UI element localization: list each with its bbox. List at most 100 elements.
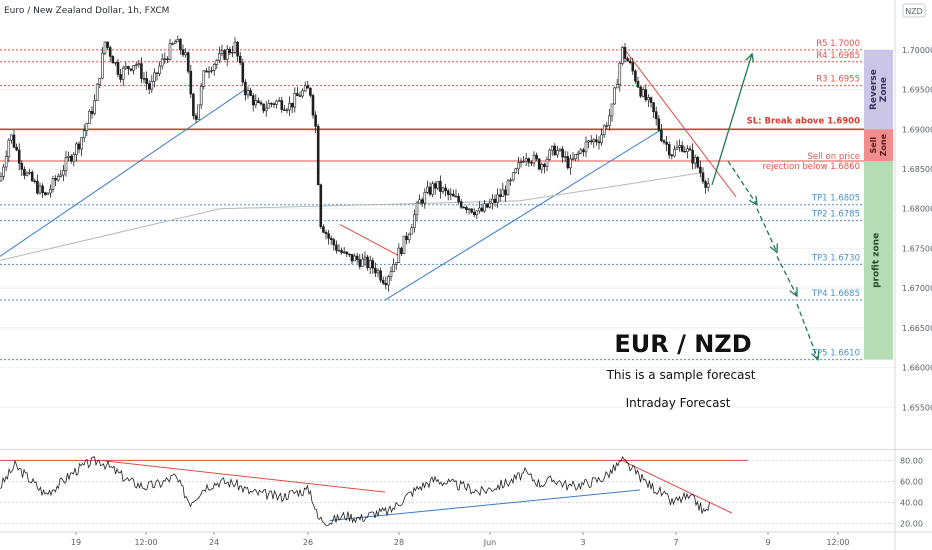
candle: [592, 139, 596, 143]
osc-trend-line: [621, 459, 733, 514]
candle: [80, 137, 83, 150]
candle: [225, 48, 229, 60]
candle: [496, 194, 499, 203]
candle: [267, 103, 271, 109]
candle: [309, 87, 312, 96]
candle: [43, 192, 47, 195]
candle: [166, 58, 169, 60]
candle: [574, 154, 577, 160]
reverse-zone-label: Zone: [879, 77, 889, 102]
candle: [194, 115, 198, 120]
level-r5-label: R5 1.7000: [816, 39, 860, 49]
candle: [72, 154, 76, 162]
candle: [439, 181, 442, 192]
candle: [129, 68, 133, 71]
candle: [410, 227, 414, 235]
osc-y-tick-label: 80.00: [900, 456, 923, 465]
candle: [498, 194, 502, 197]
forecast-arrowhead: [748, 195, 758, 206]
candle: [470, 208, 473, 213]
candle: [332, 239, 336, 246]
level-tp5-label: TP5 1.6610: [811, 349, 860, 359]
candle: [82, 130, 86, 139]
candle: [145, 78, 148, 85]
candle: [519, 161, 523, 164]
x-tick-label: 9: [765, 538, 770, 547]
sell-zone-label: Sell: [869, 137, 878, 154]
candle: [101, 52, 104, 79]
candle: [171, 43, 174, 45]
candle: [418, 199, 421, 204]
candle: [147, 83, 151, 90]
sell-zone-label: Zone: [879, 133, 888, 156]
candle: [680, 145, 684, 152]
candle: [701, 172, 705, 182]
osc-trend-line: [99, 459, 386, 493]
candle: [488, 202, 492, 208]
candle: [600, 134, 603, 144]
profit-zone: [864, 161, 893, 360]
candle: [184, 52, 187, 56]
candle: [686, 148, 689, 152]
candle: [293, 93, 297, 108]
candle: [366, 256, 369, 269]
candle: [504, 189, 507, 196]
candle: [179, 39, 182, 51]
candle: [137, 63, 141, 66]
candle: [628, 60, 632, 64]
y-tick-label: 1.68500: [902, 165, 932, 174]
candle: [426, 186, 429, 193]
candle: [657, 118, 661, 131]
candle: [168, 43, 172, 60]
headline: EUR / NZD: [614, 330, 751, 358]
candle: [467, 208, 471, 211]
candle: [275, 100, 278, 105]
candle: [641, 89, 645, 97]
candle: [319, 184, 323, 228]
subline-intraday: Intraday Forecast: [626, 396, 731, 410]
candle: [257, 100, 260, 103]
candle: [691, 149, 694, 164]
candle: [314, 114, 317, 127]
level-r3-label: R3 1.6955: [816, 75, 860, 85]
trend-line-4: [621, 45, 737, 198]
candle: [350, 253, 354, 262]
candle: [392, 264, 395, 272]
candle: [324, 232, 328, 234]
candle: [262, 103, 265, 112]
candle: [231, 51, 234, 54]
currency-badge[interactable]: [902, 3, 926, 18]
candle: [595, 139, 598, 143]
candle: [530, 162, 533, 164]
candle: [649, 97, 653, 103]
candle: [329, 237, 333, 240]
candle: [59, 174, 63, 177]
candle: [389, 271, 393, 277]
candle: [90, 110, 94, 115]
candle: [220, 50, 224, 54]
candle: [441, 187, 445, 192]
osc-trend-line: [329, 489, 641, 522]
candle: [654, 111, 658, 120]
level-tp3-label: TP3 1.6730: [811, 253, 860, 263]
forecast-arrow: [727, 160, 758, 206]
candle: [446, 190, 450, 195]
candle: [186, 52, 190, 72]
candle: [12, 134, 16, 148]
candle: [361, 258, 364, 267]
level-tp4-label: TP4 1.6685: [811, 289, 860, 299]
candle: [202, 70, 206, 87]
osc-y-tick-label: 60.00: [900, 478, 923, 487]
candle: [397, 247, 401, 263]
candle: [610, 103, 614, 117]
candle: [108, 47, 112, 57]
candle: [623, 47, 627, 59]
candle: [452, 193, 455, 197]
candle: [566, 156, 570, 169]
candle: [88, 110, 91, 124]
y-tick-label: 1.67000: [902, 284, 932, 293]
sell-zone: [864, 129, 893, 162]
candle: [311, 95, 315, 116]
candle: [644, 89, 648, 101]
candle: [402, 235, 406, 255]
